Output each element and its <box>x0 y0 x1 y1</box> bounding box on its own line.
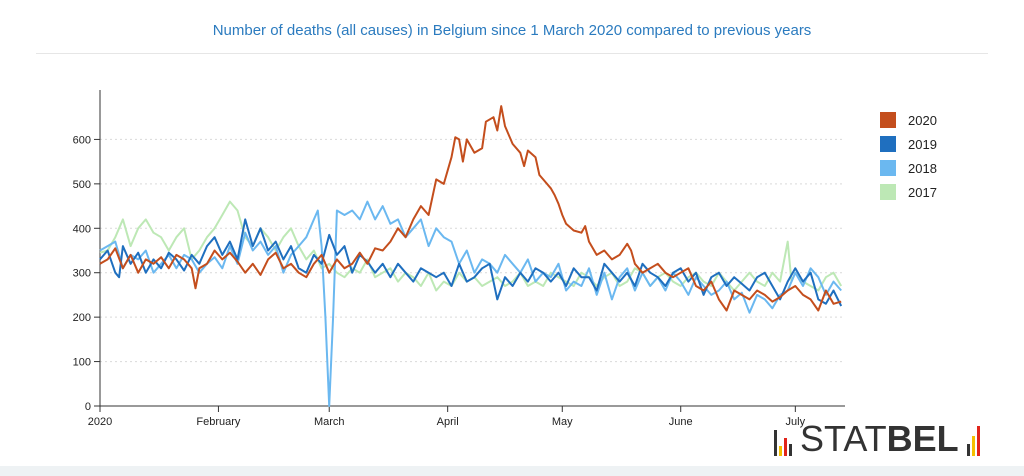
y-tick-label-500: 500 <box>73 179 91 191</box>
legend-label-2020: 2020 <box>908 112 937 128</box>
legend-label-2017: 2017 <box>908 184 937 200</box>
legend-label-2019: 2019 <box>908 136 937 152</box>
x-tick-label-june: June <box>669 416 693 428</box>
legend-swatch-2020 <box>880 112 896 128</box>
y-tick-label-400: 400 <box>73 223 91 235</box>
legend-item-2019[interactable]: 2019 <box>880 132 937 156</box>
x-tick-label-may: May <box>552 416 573 428</box>
legend: 2020 2019 2018 2017 <box>880 108 937 204</box>
x-tick-label-february: February <box>196 416 241 428</box>
y-tick-label-600: 600 <box>73 134 91 146</box>
y-tick-label-200: 200 <box>73 312 91 324</box>
series-line-2017 <box>99 200 843 292</box>
legend-item-2017[interactable]: 2017 <box>880 180 937 204</box>
x-tick-label-july: July <box>786 416 806 428</box>
legend-item-2020[interactable]: 2020 <box>880 108 937 132</box>
logo-text: STATBEL <box>800 418 959 459</box>
legend-swatch-2017 <box>880 184 896 200</box>
y-tick-label-100: 100 <box>73 357 91 369</box>
x-tick-label-march: March <box>314 416 345 428</box>
series-line-2019 <box>99 218 843 307</box>
legend-swatch-2019 <box>880 136 896 152</box>
bottom-strip <box>0 466 1024 476</box>
y-tick-label-0: 0 <box>85 401 91 413</box>
legend-item-2018[interactable]: 2018 <box>880 156 937 180</box>
y-tick-label-300: 300 <box>73 268 91 280</box>
x-tick-label-april: April <box>437 416 459 428</box>
statbel-logo: STATBEL <box>774 420 980 458</box>
title-divider <box>36 53 988 54</box>
legend-swatch-2018 <box>880 160 896 176</box>
logo-bars-left-icon <box>774 422 794 456</box>
chart-title: Number of deaths (all causes) in Belgium… <box>212 22 812 39</box>
legend-label-2018: 2018 <box>908 160 937 176</box>
series-line-2020 <box>99 105 842 312</box>
logo-bars-right-icon <box>965 422 980 456</box>
x-tick-label-2020: 2020 <box>88 416 112 428</box>
